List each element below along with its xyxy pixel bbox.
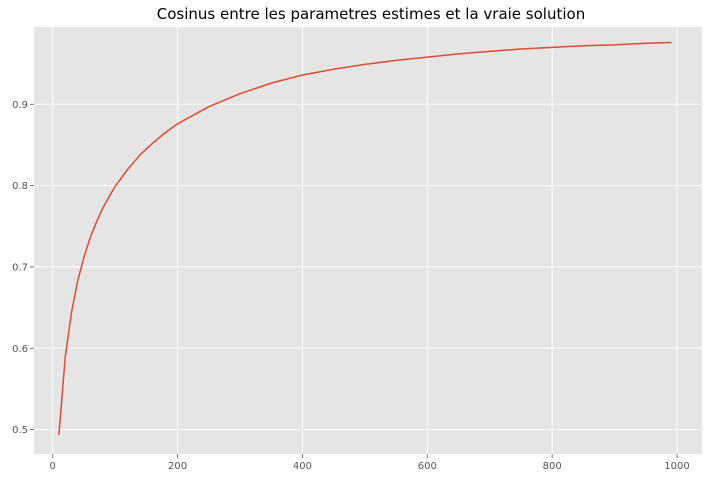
x-tick-label: 600 — [418, 461, 437, 472]
series-layer — [58, 41, 672, 436]
x-tick-label: 1000 — [664, 461, 689, 472]
grid — [34, 27, 702, 454]
y-tick-label: 0.7 — [12, 262, 28, 273]
series-line-0 — [58, 41, 672, 436]
y-axis: 0.5 0.6 0.7 0.8 0.9 — [12, 100, 34, 436]
x-axis: 0 200 400 600 800 1000 — [50, 454, 690, 472]
x-tick-label: 0 — [50, 461, 56, 472]
y-tick-label: 0.5 — [12, 425, 28, 436]
x-tick-label: 800 — [543, 461, 562, 472]
x-tick-label: 400 — [293, 461, 312, 472]
chart-title: Cosinus entre les parametres estimes et … — [157, 5, 585, 23]
y-tick-label: 0.8 — [12, 181, 28, 192]
y-tick-label: 0.9 — [12, 100, 28, 111]
plot-area — [34, 27, 702, 454]
y-tick-label: 0.6 — [12, 344, 28, 355]
x-tick-label: 200 — [168, 461, 187, 472]
